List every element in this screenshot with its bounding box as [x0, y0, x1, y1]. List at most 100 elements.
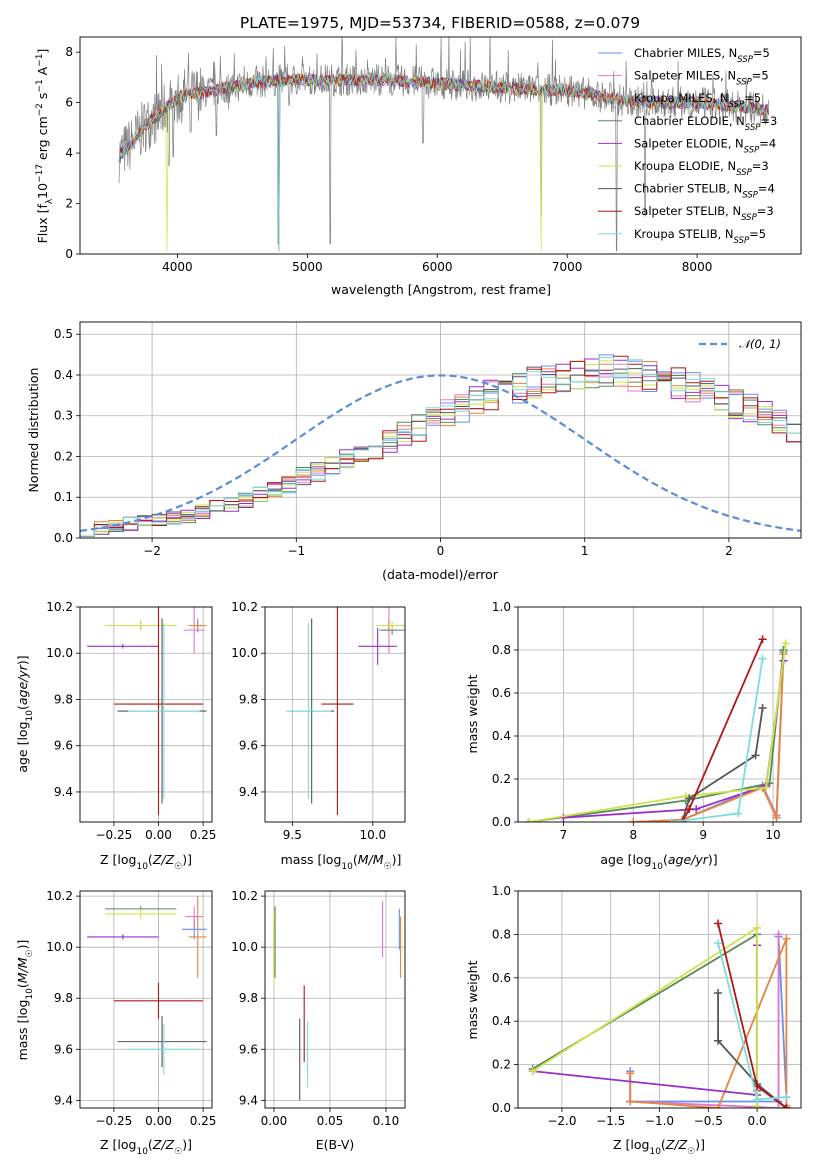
axis-label-part: )]	[695, 1137, 705, 1152]
x-tick-label: −2.0	[547, 1114, 576, 1128]
residuals-ylabel: Normed distribution	[26, 368, 41, 493]
x-tick-label: 0.25	[190, 1114, 217, 1128]
salpeter-stelib-marker	[782, 1104, 791, 1108]
kroupa-miles-marker	[626, 1097, 635, 1106]
kroupa-elodie-line	[528, 643, 787, 822]
axis-label-part: )]	[182, 852, 192, 867]
legend-label-sub: SSP	[742, 191, 758, 201]
x-tick-label: 6000	[422, 260, 453, 274]
axes-frame	[517, 890, 802, 1109]
kroupa-miles-histogram	[80, 360, 801, 538]
y-tick-label: 0.3	[54, 409, 73, 423]
legend-label-sub: SSP	[736, 78, 752, 88]
axis-label-part: 10	[341, 862, 353, 872]
legend-label-sub: SSP	[736, 168, 752, 178]
kroupa-stelib-marker	[782, 1093, 791, 1102]
y-tick-label: 10.0	[46, 940, 73, 954]
axis-label-part: 10	[25, 988, 35, 1000]
axis-label: age [log10(age/yr)]	[15, 655, 35, 772]
chabrier-elodie-line	[532, 932, 758, 1087]
axis-label: age [log10(age/yr)]	[600, 852, 717, 872]
y-tick-label: 0	[65, 247, 73, 261]
axis-label-part: age/yr	[668, 852, 709, 867]
kroupa-miles-marker	[782, 934, 791, 943]
axis-label-part: Z/Z	[152, 1137, 175, 1152]
y-tick-label: 1.0	[492, 600, 511, 614]
axis-label-part: (	[148, 852, 153, 867]
y-tick-label: 9.4	[239, 1093, 258, 1107]
kroupa-elodie-marker	[753, 923, 762, 932]
y-tick-label: 9.6	[54, 739, 73, 753]
kroupa-stelib-marker	[734, 809, 743, 818]
kroupa-elodie-histogram	[80, 360, 801, 538]
legend-label-name: Salpeter ELODIE, N	[634, 136, 744, 150]
axis-label-part: )]	[15, 655, 30, 665]
axis-label-part: M/M	[358, 852, 384, 867]
x-tick-label: 0.00	[145, 828, 172, 842]
legend-label-name: Kroupa MILES, N	[634, 91, 729, 105]
x-tick-label: −0.25	[96, 828, 133, 842]
kroupa-stelib-marker	[753, 1095, 762, 1104]
legend-label-name: Salpeter STELIB, N	[634, 204, 741, 218]
x-tick-label: 9	[699, 828, 707, 842]
axis-label-part: age/yr	[15, 664, 30, 705]
y-tick-label: 10.0	[231, 940, 258, 954]
x-tick-label: 0.0	[748, 1114, 767, 1128]
x-tick-label: −1.5	[596, 1114, 625, 1128]
legend-label-name: Kroupa ELODIE, N	[634, 159, 736, 173]
salpeter-miles-marker	[774, 1104, 783, 1108]
y-tick-label: 9.8	[239, 991, 258, 1005]
ebv-xlabel: E(B-V)	[316, 1137, 355, 1152]
ylabel-part: ]	[35, 49, 50, 54]
x-tick-label: 9.5	[283, 828, 302, 842]
y-tick-label: 0.4	[492, 1014, 511, 1028]
ylabel-part: −17	[35, 164, 45, 183]
y-tick-label: 10.2	[231, 889, 258, 903]
y-tick-label: 9.6	[54, 1042, 73, 1056]
ylabel-part: −1	[35, 54, 45, 67]
y-tick-label: 0.0	[492, 815, 511, 829]
y-tick-label: 0.8	[492, 927, 511, 941]
y-tick-label: 10.2	[231, 600, 258, 614]
salpeter-stelib-marker	[685, 805, 694, 814]
y-tick-label: 9.6	[239, 739, 258, 753]
weight-lines	[528, 919, 791, 1108]
ylabel-part: 10	[35, 183, 50, 199]
mass-vs-ebv-panel: 0.00 0.05 0.10 9.4 9.6 9.8 10.0 10.2 E(B-V)	[231, 889, 406, 1152]
x-tick-label: 10	[765, 828, 780, 842]
axis-label: mass [log10(M/M☉)]	[15, 940, 35, 1061]
error-bars	[285, 607, 405, 816]
y-tick-label: 9.8	[54, 991, 73, 1005]
kroupa-miles-marker	[629, 818, 638, 822]
chabrier-stelib-marker	[714, 988, 723, 997]
axis-label-part: ☉	[174, 1147, 182, 1157]
axis-label-part: )]	[392, 852, 402, 867]
axis-label-part: M/M	[15, 957, 30, 983]
axis-label-part: (	[661, 1137, 666, 1152]
axes-frame	[264, 890, 406, 1109]
chabrier-stelib-line	[681, 707, 764, 822]
x-tick-label: −0.5	[694, 1114, 723, 1128]
axis-label-part: Z [log	[613, 1137, 649, 1152]
kroupa-miles-marker	[714, 1104, 723, 1108]
axis-label-part: mass weight	[465, 674, 480, 753]
x-tick-label: 0.00	[261, 1114, 288, 1128]
age-vs-mass-panel: 9.5 10.0 9.4 9.6 9.8 10.0 10.2 mass [log10(M/M☉…	[231, 600, 406, 872]
kroupa-stelib-model-line	[118, 73, 769, 252]
legend-label-sub: SSP	[729, 100, 745, 110]
axis-label-part: age [log	[600, 852, 651, 867]
x-tick-label: 4000	[162, 260, 193, 274]
axis-label: Z [log10(Z/Z☉)]	[100, 852, 192, 872]
x-tick-label: −0.25	[96, 1114, 133, 1128]
axis-label-part: )]	[708, 852, 718, 867]
spectrum-lines	[118, 37, 769, 252]
axis-label-part: Z [log	[100, 852, 136, 867]
axes-frame	[517, 606, 802, 823]
legend-label: Kroupa STELIB, NSSP=5	[634, 227, 766, 246]
axes-frame	[79, 321, 802, 539]
y-tick-label: 10.2	[46, 600, 73, 614]
x-tick-label: 0.00	[145, 1114, 172, 1128]
x-tick-label: 7000	[552, 260, 583, 274]
axis-label-part: )]	[15, 940, 30, 950]
